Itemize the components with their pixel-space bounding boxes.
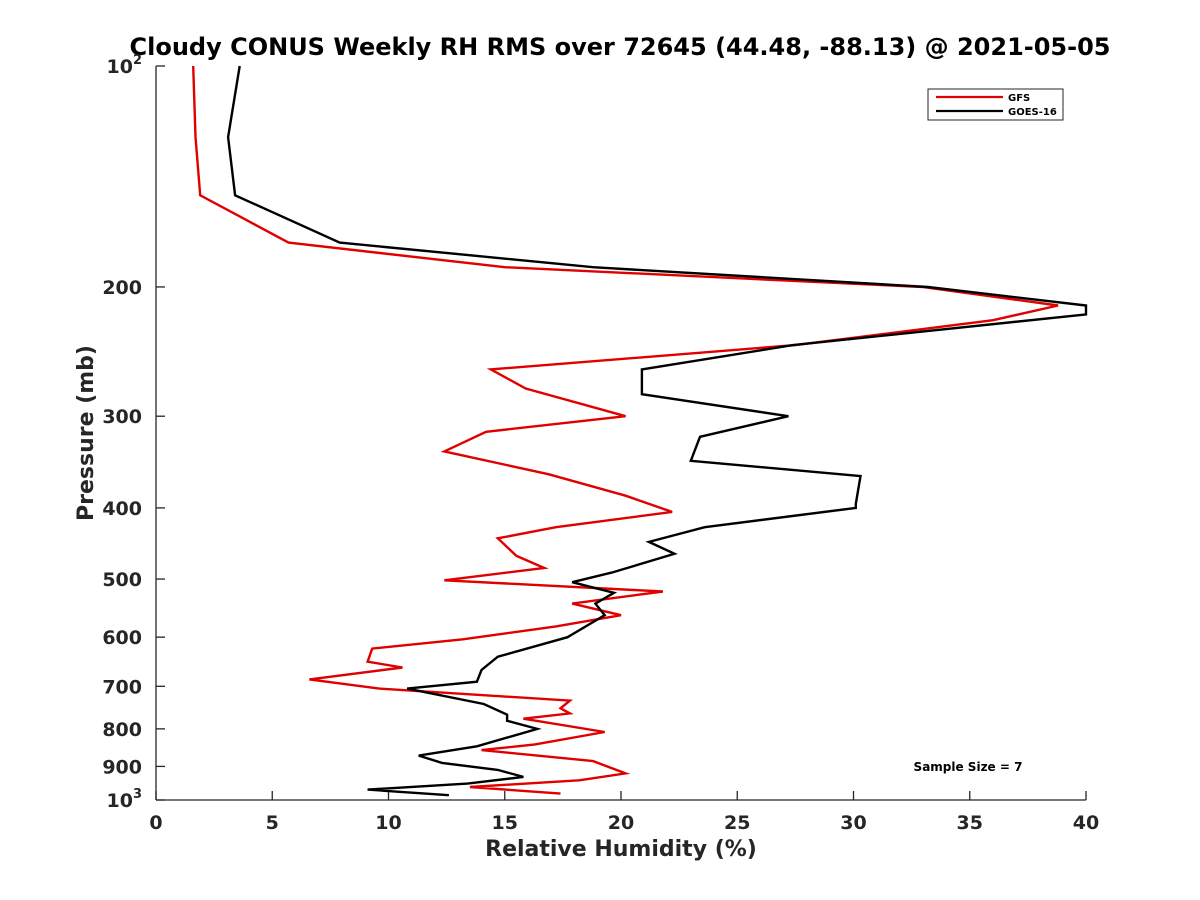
x-axis-label: Relative Humidity (%)	[485, 837, 757, 862]
series-lines	[192, 65, 1088, 797]
legend-label-goes16: GOES-16	[1008, 107, 1057, 118]
x-tick-label: 30	[840, 812, 866, 834]
x-tick-label: 15	[492, 812, 518, 834]
y-tick-label: 500	[102, 569, 142, 591]
x-tick-label: 25	[724, 812, 750, 834]
series-line-gfs	[192, 65, 1059, 795]
legend-label-gfs: GFS	[1008, 93, 1030, 104]
legend: GFS GOES-16	[927, 88, 1064, 121]
y-tick-label: 103	[107, 787, 143, 812]
sample-size-annotation: Sample Size = 7	[914, 760, 1023, 774]
y-tick-label: 800	[102, 719, 142, 741]
y-tick-label: 300	[102, 406, 142, 428]
y-tick-label: 900	[102, 756, 142, 778]
y-tick-label: 600	[102, 627, 142, 649]
y-tick-label: 400	[102, 498, 142, 520]
y-tick-label: 700	[102, 676, 142, 698]
plot-axes	[155, 66, 1086, 801]
x-tick-label: 40	[1073, 812, 1099, 834]
x-tick-label: 0	[149, 812, 162, 834]
y-ticks: 102 200 300 400 500 600 700 800 900 103	[102, 53, 165, 812]
chart-title: Cloudy CONUS Weekly RH RMS over 72645 (4…	[130, 33, 1111, 61]
series-line-goes16	[226, 65, 1088, 797]
y-axis-label: Pressure (mb)	[74, 345, 99, 521]
x-tick-label: 5	[266, 812, 279, 834]
y-tick-label: 102	[107, 53, 143, 78]
x-ticks: 0 5 10 15 20 25 30 35 40	[149, 791, 1099, 834]
x-tick-label: 20	[608, 812, 634, 834]
y-tick-label: 200	[102, 277, 142, 299]
x-tick-label: 10	[375, 812, 401, 834]
x-tick-label: 35	[957, 812, 983, 834]
legend-box	[927, 88, 1064, 121]
